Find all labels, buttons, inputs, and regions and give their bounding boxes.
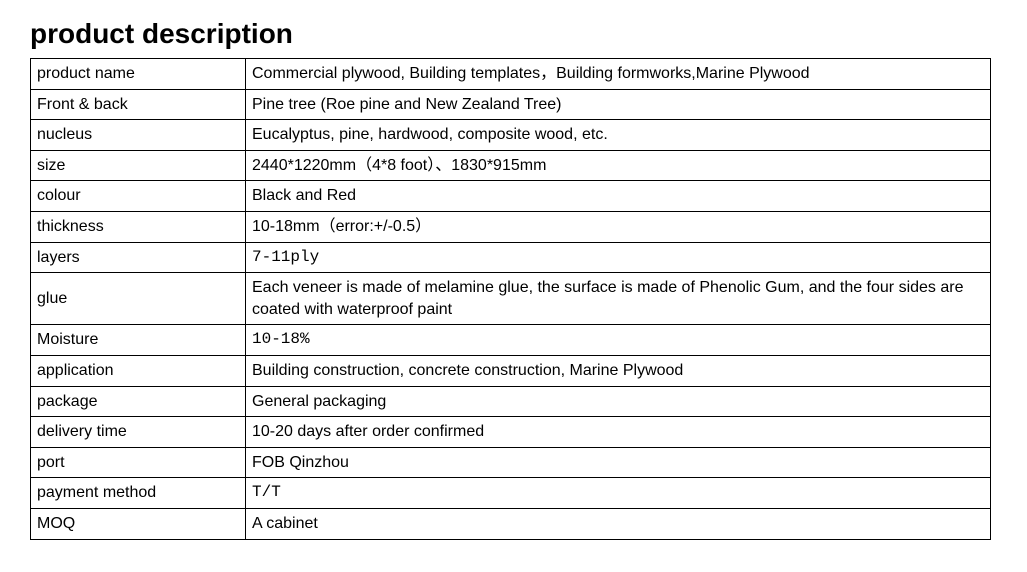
- spec-value: Building construction, concrete construc…: [246, 355, 991, 386]
- spec-value: A cabinet: [246, 508, 991, 539]
- spec-key: thickness: [31, 211, 246, 242]
- spec-value: Black and Red: [246, 181, 991, 212]
- spec-value: 2440*1220mm（4*8 foot）、1830*915mm: [246, 150, 991, 181]
- table-row: applicationBuilding construction, concre…: [31, 355, 991, 386]
- spec-key: colour: [31, 181, 246, 212]
- spec-key: Front & back: [31, 89, 246, 120]
- spec-key: port: [31, 447, 246, 478]
- spec-value: Pine tree (Roe pine and New Zealand Tree…: [246, 89, 991, 120]
- spec-value: 7-11ply: [246, 242, 991, 273]
- spec-key: delivery time: [31, 417, 246, 448]
- spec-table-body: product nameCommercial plywood, Building…: [31, 59, 991, 540]
- table-row: MOQA cabinet: [31, 508, 991, 539]
- spec-value: 10-18%: [246, 325, 991, 356]
- spec-value: 10-18mm（error:+/-0.5）: [246, 211, 991, 242]
- table-row: delivery time10-20 days after order conf…: [31, 417, 991, 448]
- spec-key: glue: [31, 273, 246, 325]
- table-row: glueEach veneer is made of melamine glue…: [31, 273, 991, 325]
- table-row: payment methodT/T: [31, 478, 991, 509]
- spec-table: product nameCommercial plywood, Building…: [30, 58, 991, 540]
- table-row: colourBlack and Red: [31, 181, 991, 212]
- table-row: size2440*1220mm（4*8 foot）、1830*915mm: [31, 150, 991, 181]
- spec-value: 10-20 days after order confirmed: [246, 417, 991, 448]
- table-row: Moisture10-18%: [31, 325, 991, 356]
- spec-value: T/T: [246, 478, 991, 509]
- spec-key: size: [31, 150, 246, 181]
- table-row: thickness10-18mm（error:+/-0.5）: [31, 211, 991, 242]
- spec-key: application: [31, 355, 246, 386]
- spec-key: payment method: [31, 478, 246, 509]
- spec-key: product name: [31, 59, 246, 90]
- spec-key: Moisture: [31, 325, 246, 356]
- table-row: product nameCommercial plywood, Building…: [31, 59, 991, 90]
- spec-value: Eucalyptus, pine, hardwood, composite wo…: [246, 120, 991, 151]
- spec-value: Each veneer is made of melamine glue, th…: [246, 273, 991, 325]
- spec-value: General packaging: [246, 386, 991, 417]
- spec-key: package: [31, 386, 246, 417]
- table-row: nucleusEucalyptus, pine, hardwood, compo…: [31, 120, 991, 151]
- table-row: layers7-11ply: [31, 242, 991, 273]
- table-row: packageGeneral packaging: [31, 386, 991, 417]
- spec-key: nucleus: [31, 120, 246, 151]
- spec-key: MOQ: [31, 508, 246, 539]
- table-row: portFOB Qinzhou: [31, 447, 991, 478]
- spec-key: layers: [31, 242, 246, 273]
- spec-value: Commercial plywood, Building templates，B…: [246, 59, 991, 90]
- spec-value: FOB Qinzhou: [246, 447, 991, 478]
- table-row: Front & backPine tree (Roe pine and New …: [31, 89, 991, 120]
- page-title: product description: [30, 18, 997, 50]
